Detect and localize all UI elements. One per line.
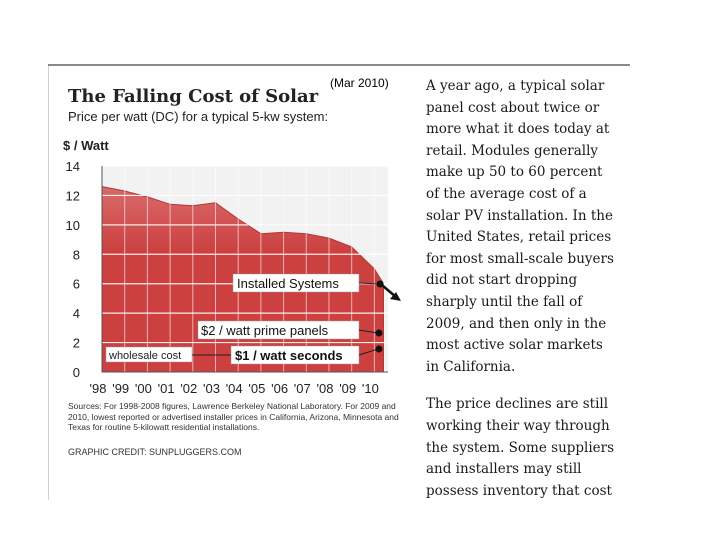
prime-panels-label: $2 / watt prime panels: [201, 323, 329, 338]
article-paragraph-1: A year ago, a typical solar panel cost a…: [426, 78, 614, 375]
seconds-label: $1 / watt seconds: [235, 348, 343, 363]
x-tick-label: '08: [317, 381, 334, 396]
seconds-leader: [358, 348, 379, 356]
x-tick-label: '99: [112, 381, 129, 396]
x-tick-label: '06: [271, 381, 288, 396]
graphic-credit: GRAPHIC CREDIT: SUNPLUGGERS.COM: [68, 447, 242, 457]
y-tick-label: 2: [73, 336, 80, 351]
installed-leader: [358, 282, 381, 285]
x-tick-label: '02: [180, 381, 197, 396]
y-tick-label: 10: [66, 218, 80, 233]
y-tick-label: 14: [66, 159, 80, 174]
article-paragraph-2: The price declines are still working the…: [426, 396, 615, 499]
frame-left-rule: [48, 66, 49, 500]
trend-arrow-head: [390, 292, 401, 301]
chart-date-note: (Mar 2010): [330, 76, 389, 90]
x-tick-label: '03: [203, 381, 220, 396]
prime-leader: [358, 329, 379, 334]
chart-sources: Sources: For 1998-2008 figures, Lawrence…: [68, 401, 399, 432]
installed-point-marker: [376, 280, 384, 288]
x-tick-label: '98: [90, 381, 107, 396]
x-tick-label: '05: [248, 381, 265, 396]
y-axis-label: $ / Watt: [63, 138, 109, 153]
article-text: A year ago, a typical solar panel cost a…: [426, 76, 618, 518]
seconds-point-marker: [375, 345, 383, 353]
y-tick-label: 12: [66, 188, 80, 203]
installed-systems-label: Installed Systems: [237, 276, 339, 291]
x-tick-label: '01: [158, 381, 175, 396]
wholesale-label: wholesale cost: [108, 350, 181, 362]
prime-point-marker: [375, 329, 383, 337]
x-tick-label: '10: [362, 381, 379, 396]
y-tick-label: 6: [73, 277, 80, 292]
y-tick-label: 0: [73, 365, 80, 380]
x-tick-label: '00: [135, 381, 152, 396]
y-tick-label: 8: [73, 247, 80, 262]
x-tick-label: '04: [226, 381, 243, 396]
frame-top-rule: [48, 64, 630, 66]
x-tick-label: '09: [339, 381, 356, 396]
chart-subtitle: Price per watt (DC) for a typical 5-kw s…: [68, 109, 329, 124]
y-tick-label: 4: [73, 306, 80, 321]
chart-title: The Falling Cost of Solar: [68, 86, 319, 107]
x-tick-label: '07: [294, 381, 311, 396]
